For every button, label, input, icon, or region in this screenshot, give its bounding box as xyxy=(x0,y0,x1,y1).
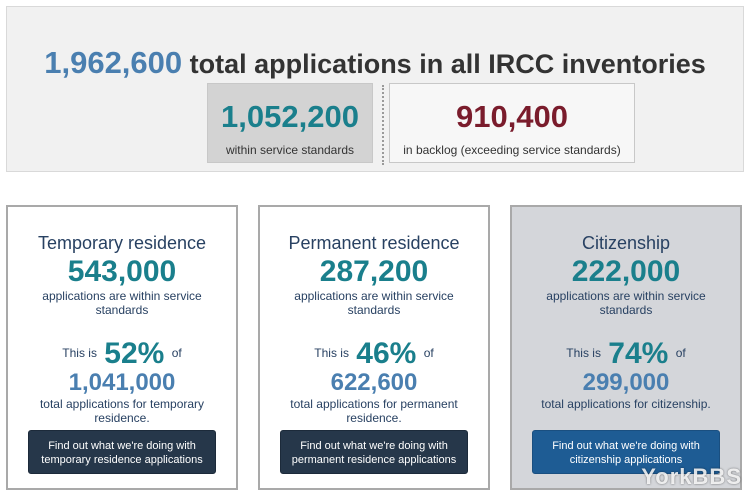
percent-value: 46% xyxy=(356,337,417,370)
percent-line: This is 74% of xyxy=(512,337,740,371)
card-permanent-residence: Permanent residence 287,200 applications… xyxy=(258,205,490,490)
card-title: Citizenship xyxy=(581,233,671,253)
card-citizenship: Citizenship 222,000 applications are wit… xyxy=(510,205,742,490)
find-out-citizenship-button[interactable]: Find out what we're doing with citizensh… xyxy=(532,430,720,474)
percent-line: This is 52% of xyxy=(8,337,236,371)
within-standards-box: 1,052,200 within service standards xyxy=(207,83,373,163)
total-number: 299,000 xyxy=(582,369,670,396)
find-out-permanent-residence-button[interactable]: Find out what we're doing with permanent… xyxy=(280,430,468,474)
percent-value: 52% xyxy=(104,337,165,370)
card-temporary-residence: Temporary residence 543,000 applications… xyxy=(6,205,238,490)
percent-prefix: This is xyxy=(566,346,601,360)
total-applications-number: 1,962,600 xyxy=(44,45,183,80)
percent-suffix: of xyxy=(171,346,182,360)
percent-line: This is 46% of xyxy=(260,337,488,371)
backlog-number: 910,400 xyxy=(455,99,569,134)
find-out-temporary-residence-button[interactable]: Find out what we're doing with temporary… xyxy=(28,430,216,474)
total-applications-line: 1,962,600 total applications in all IRCC… xyxy=(7,45,743,81)
within-number: 222,000 xyxy=(571,255,681,288)
total-text: total applications for citizenship. xyxy=(541,397,711,411)
within-standards-number: 1,052,200 xyxy=(221,99,359,134)
percent-suffix: of xyxy=(423,346,434,360)
percent-prefix: This is xyxy=(62,346,97,360)
percent-suffix: of xyxy=(675,346,686,360)
inventory-summary: 1,962,600 total applications in all IRCC… xyxy=(6,6,744,172)
percent-value: 74% xyxy=(608,337,669,370)
dotted-divider xyxy=(382,85,384,165)
within-standards-label: within service standards xyxy=(225,143,355,157)
total-text: total applications for temporary residen… xyxy=(39,397,205,425)
percent-prefix: This is xyxy=(314,346,349,360)
backlog-label: in backlog (exceeding service standards) xyxy=(403,143,621,157)
within-text: applications are within service standard… xyxy=(546,289,706,317)
card-title: Temporary residence xyxy=(37,233,207,253)
watermark-logo: YorkBBS xyxy=(641,464,742,489)
within-text: applications are within service standard… xyxy=(294,289,454,317)
total-number: 1,041,000 xyxy=(68,369,176,396)
within-text: applications are within service standard… xyxy=(42,289,202,317)
total-number: 622,600 xyxy=(330,369,418,396)
card-title: Permanent residence xyxy=(288,233,460,253)
total-applications-text: total applications in all IRCC inventori… xyxy=(189,49,706,79)
total-text: total applications for permanent residen… xyxy=(290,397,458,425)
backlog-box: 910,400 in backlog (exceeding service st… xyxy=(389,83,635,163)
within-number: 543,000 xyxy=(67,255,177,288)
within-number: 287,200 xyxy=(319,255,429,288)
